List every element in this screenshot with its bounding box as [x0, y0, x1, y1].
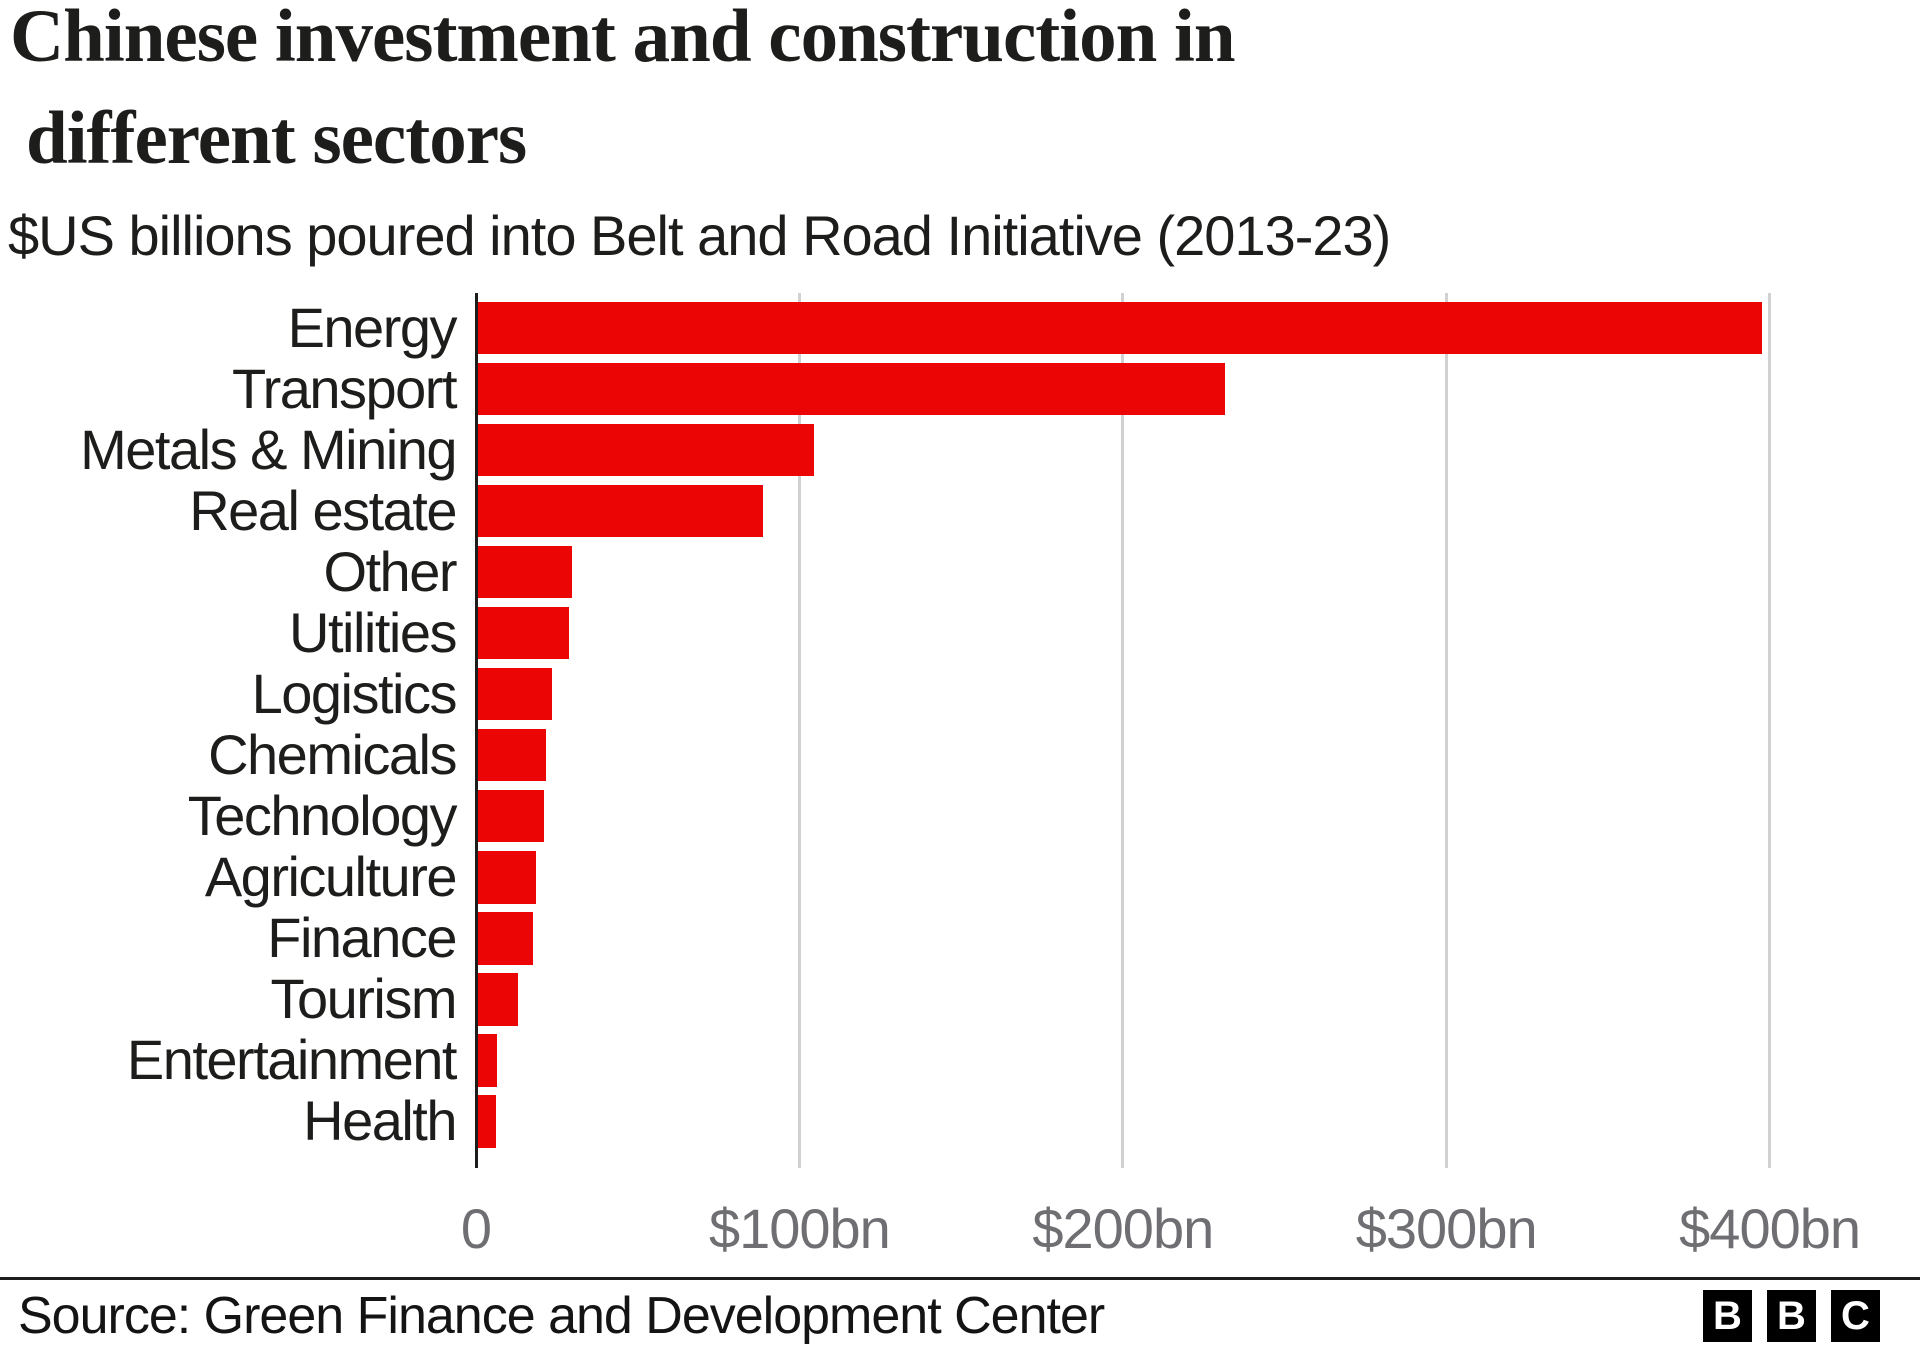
bar-utilities: [478, 606, 569, 660]
x-tick-label-300: $300bn: [1355, 1197, 1538, 1260]
category-label-real-estate: Real estate: [189, 478, 457, 542]
category-label-health: Health: [303, 1089, 457, 1153]
category-label-tourism: Tourism: [270, 967, 457, 1031]
category-label-utilities: Utilities: [289, 601, 457, 665]
bar-energy: [478, 301, 1762, 355]
bar-health: [478, 1095, 496, 1148]
gridline-400bn: [1768, 293, 1772, 1168]
bar-other: [478, 545, 572, 599]
bar-technology: [478, 789, 545, 843]
category-label-logistics: Logistics: [251, 662, 458, 726]
chart-title-line-1: Chinese investment and construction in: [10, 0, 1236, 78]
bar-entertainment: [478, 1034, 498, 1087]
bar-real-estate: [478, 484, 763, 538]
source-text: Source: Green Finance and Development Ce…: [18, 1287, 1105, 1345]
bar-finance: [478, 912, 533, 965]
category-label-transport: Transport: [231, 356, 458, 420]
bar-transport: [478, 362, 1226, 416]
gridline-300bn: [1444, 293, 1448, 1168]
category-label-metals-mining: Metals & Mining: [80, 417, 457, 481]
bbc-logo-block: B: [1767, 1290, 1816, 1342]
category-label-agriculture: Agriculture: [204, 845, 458, 909]
bar-metals-mining: [478, 423, 815, 477]
bbc-logo-block: C: [1831, 1290, 1880, 1342]
x-tick-label-400: $400bn: [1679, 1197, 1861, 1260]
category-label-chemicals: Chemicals: [208, 723, 457, 787]
bar-logistics: [478, 667, 553, 721]
chart-title: Chinese investment and construction in d…: [10, 0, 1236, 190]
footer-divider: [0, 1277, 1920, 1280]
bar-agriculture: [478, 850, 537, 904]
chart-subtitle: $US billions poured into Belt and Road I…: [8, 204, 1391, 267]
category-label-other: Other: [323, 540, 457, 603]
bar-chemicals: [478, 728, 546, 782]
gridline-100bn: [797, 293, 801, 1168]
y-axis-line: [474, 293, 478, 1168]
x-tick-label-0: 0: [460, 1197, 492, 1260]
category-label-entertainment: Entertainment: [126, 1028, 458, 1092]
bbc-logo-block: B: [1703, 1290, 1752, 1342]
x-tick-label-200: $200bn: [1032, 1197, 1214, 1260]
category-label-technology: Technology: [187, 784, 458, 848]
category-label-energy: Energy: [287, 295, 458, 359]
x-tick-label-100: $100bn: [708, 1197, 891, 1260]
gridline-200bn: [1121, 293, 1125, 1168]
category-label-finance: Finance: [267, 906, 457, 970]
chart-title-line-2: different sectors: [26, 97, 527, 180]
bar-tourism: [478, 973, 519, 1026]
